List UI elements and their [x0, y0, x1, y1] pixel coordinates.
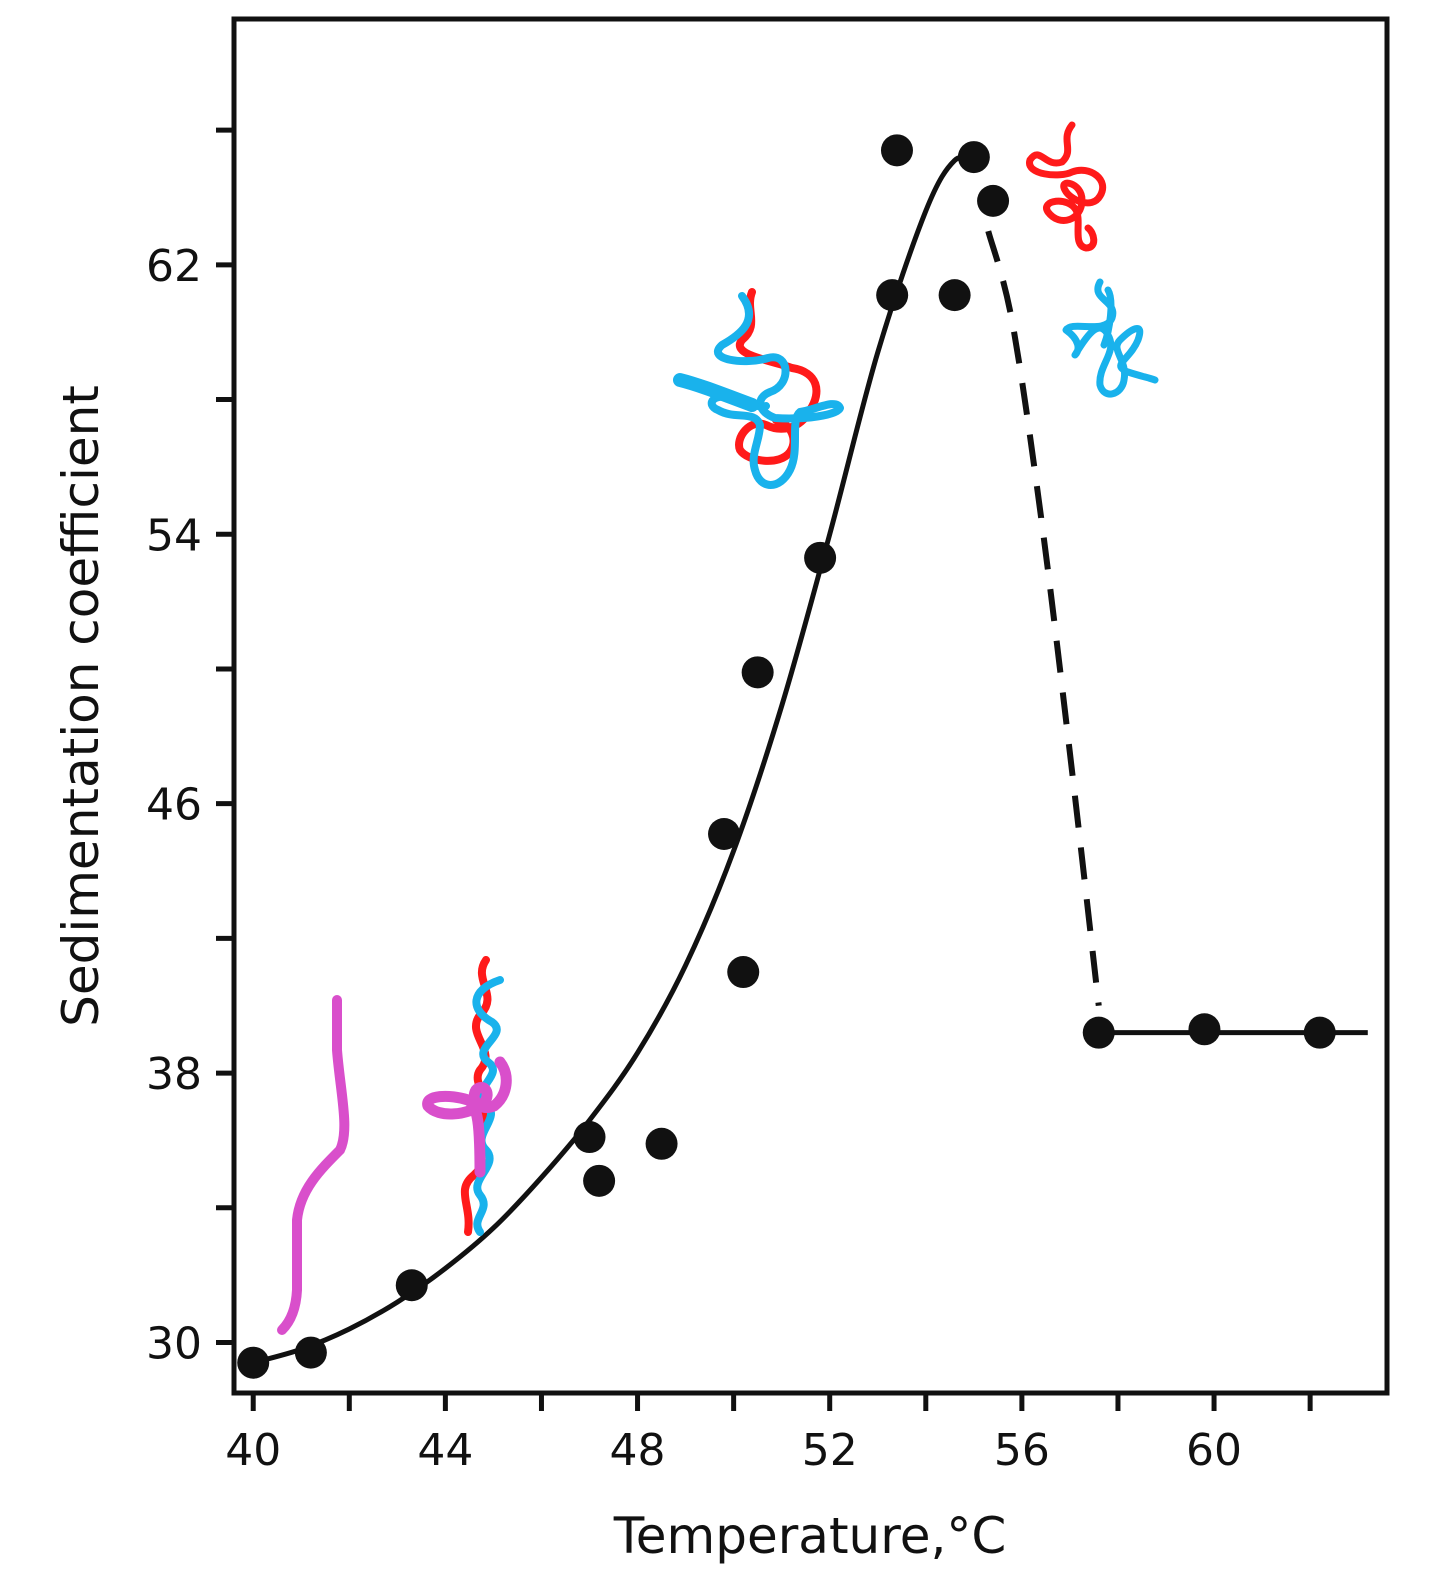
data-point-11 [880, 134, 913, 167]
x-tick-label-52: 52 [802, 1425, 858, 1476]
data-point-13 [957, 141, 990, 174]
data-point-3 [573, 1121, 606, 1154]
x-tick-label-56: 56 [994, 1425, 1050, 1476]
dashed-drop-segment [985, 230, 1102, 1007]
molecule-sketches [277, 121, 1159, 1335]
x-tick-label-40: 40 [225, 1425, 281, 1476]
x-axis-title: Temperature,°C [613, 1507, 1007, 1565]
data-point-17 [1303, 1016, 1336, 1049]
data-point-10 [876, 279, 909, 312]
data-point-0 [237, 1346, 270, 1379]
blue-coil-sketch [707, 292, 844, 489]
data-point-7 [727, 956, 760, 989]
y-tick-label-62: 62 [146, 241, 202, 292]
data-point-9 [804, 541, 837, 574]
blue-coil-tail-sketch [673, 373, 759, 412]
y-axis-ticks [216, 127, 234, 1345]
y-axis-tick-labels: 30 38 46 54 62 [146, 241, 202, 1370]
data-point-5 [645, 1127, 678, 1160]
data-point-12 [938, 279, 971, 312]
data-point-15 [1082, 1016, 1115, 1049]
data-point-1 [294, 1336, 327, 1369]
x-tick-label-44: 44 [417, 1425, 473, 1476]
x-tick-label-60: 60 [1186, 1425, 1242, 1476]
red-separated-coil-sketch [1026, 121, 1106, 252]
plot-frame [231, 16, 1390, 1396]
data-point-8 [741, 656, 774, 689]
data-points [237, 134, 1336, 1379]
y-tick-label-54: 54 [146, 510, 202, 561]
x-axis-ticks [250, 1393, 1313, 1411]
x-tick-label-48: 48 [610, 1425, 666, 1476]
data-point-14 [977, 184, 1010, 217]
data-point-16 [1188, 1013, 1221, 1046]
y-tick-label-46: 46 [146, 780, 202, 831]
blue-separated-coil-sketch [1062, 278, 1159, 398]
data-point-4 [583, 1164, 616, 1197]
x-axis-tick-labels: 40 44 48 52 56 60 [225, 1425, 1242, 1476]
data-point-2 [395, 1269, 428, 1302]
y-axis-title: Sedimentation coefficient [52, 385, 110, 1027]
y-tick-label-38: 38 [146, 1049, 202, 1100]
data-point-6 [708, 817, 741, 850]
y-tick-label-30: 30 [146, 1318, 202, 1369]
magenta-strand-sketch [277, 995, 350, 1335]
magenta-knot-sketch [422, 1056, 512, 1178]
